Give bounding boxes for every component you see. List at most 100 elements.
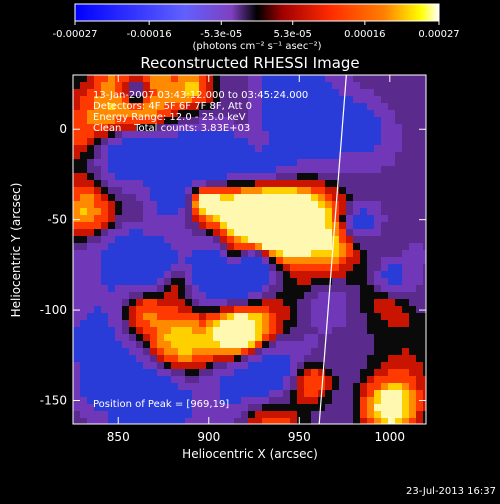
heatmap-cell <box>171 376 179 384</box>
heatmap-cell <box>87 117 95 125</box>
heatmap-cell <box>276 411 284 419</box>
heatmap-cell <box>248 96 256 104</box>
heatmap-cell <box>94 250 102 258</box>
heatmap-cell <box>241 264 249 272</box>
heatmap-cell <box>332 131 340 139</box>
heatmap-cell <box>290 187 298 195</box>
heatmap-cell <box>129 89 137 97</box>
heatmap-cell <box>143 418 151 424</box>
heatmap-cell <box>423 278 426 286</box>
heatmap-cell <box>94 159 102 167</box>
heatmap-cell <box>311 292 319 300</box>
heatmap-cell <box>150 355 158 363</box>
heatmap-cell <box>241 222 249 230</box>
heatmap-cell <box>388 131 396 139</box>
heatmap-cell <box>318 201 326 209</box>
heatmap-cell <box>402 292 410 300</box>
heatmap-cell <box>388 201 396 209</box>
heatmap-cell <box>192 369 200 377</box>
heatmap-cell <box>367 166 375 174</box>
heatmap-cell <box>283 75 291 83</box>
heatmap-cell <box>276 222 284 230</box>
heatmap-cell <box>150 194 158 202</box>
heatmap-cell <box>101 257 109 265</box>
heatmap-cell <box>94 89 102 97</box>
heatmap-cell <box>213 117 221 125</box>
heatmap-cell <box>311 103 319 111</box>
heatmap-cell <box>416 348 424 356</box>
heatmap-cell <box>304 404 312 412</box>
heatmap-cell <box>192 299 200 307</box>
heatmap-cell <box>262 411 270 419</box>
heatmap-cell <box>311 222 319 230</box>
heatmap-cell <box>164 89 172 97</box>
heatmap-cell <box>402 89 410 97</box>
heatmap-cell <box>255 243 263 251</box>
heatmap-cell <box>360 418 368 424</box>
heatmap-cell <box>388 369 396 377</box>
heatmap-cell <box>150 285 158 293</box>
heatmap-cell <box>325 404 333 412</box>
heatmap-cell <box>353 124 361 132</box>
heatmap-cell <box>73 89 81 97</box>
heatmap-cell <box>374 355 382 363</box>
heatmap-cell <box>234 250 242 258</box>
heatmap-cell <box>101 82 109 90</box>
heatmap-cell <box>192 376 200 384</box>
heatmap-cell <box>262 180 270 188</box>
heatmap-cell <box>192 89 200 97</box>
heatmap-cell <box>367 82 375 90</box>
heatmap-cell <box>297 131 305 139</box>
heatmap-cell <box>115 264 123 272</box>
heatmap-cell <box>374 411 382 419</box>
heatmap-cell <box>227 236 235 244</box>
heatmap-cell <box>178 362 186 370</box>
heatmap-cell <box>374 313 382 321</box>
heatmap-cell <box>87 355 95 363</box>
heatmap-cell <box>402 418 410 424</box>
heatmap-cell <box>185 334 193 342</box>
heatmap-cell <box>178 229 186 237</box>
heatmap-cell <box>360 82 368 90</box>
heatmap-cell <box>381 215 389 223</box>
heatmap-cell <box>374 348 382 356</box>
heatmap-cell <box>234 110 242 118</box>
heatmap-cell <box>94 404 102 412</box>
heatmap-cell <box>388 383 396 391</box>
heatmap-cell <box>255 376 263 384</box>
heatmap-cell <box>423 173 426 181</box>
heatmap-cell <box>94 236 102 244</box>
heatmap-cell <box>311 145 319 153</box>
heatmap-cell <box>213 96 221 104</box>
heatmap-cell <box>255 180 263 188</box>
heatmap-cell <box>416 89 424 97</box>
heatmap-cell <box>94 271 102 279</box>
heatmap-cell <box>73 271 81 279</box>
heatmap-cell <box>381 180 389 188</box>
heatmap-cell <box>178 89 186 97</box>
heatmap-cell <box>227 411 235 419</box>
heatmap-cell <box>143 285 151 293</box>
heatmap-cell <box>346 250 354 258</box>
heatmap-cell <box>276 208 284 216</box>
heatmap-cell <box>192 152 200 160</box>
heatmap-cell <box>192 264 200 272</box>
heatmap-cell <box>395 250 403 258</box>
heatmap-cell <box>409 138 417 146</box>
heatmap-cell <box>290 243 298 251</box>
heatmap-cell <box>171 138 179 146</box>
heatmap-cell <box>94 376 102 384</box>
heatmap-cell <box>164 257 172 265</box>
heatmap-cell <box>73 166 81 174</box>
heatmap-cell <box>227 89 235 97</box>
heatmap-cell <box>269 271 277 279</box>
heatmap-cell <box>325 75 333 83</box>
heatmap-cell <box>136 383 144 391</box>
heatmap-cell <box>269 152 277 160</box>
heatmap-cell <box>367 124 375 132</box>
heatmap-cell <box>101 89 109 97</box>
heatmap-cell <box>220 250 228 258</box>
heatmap-cell <box>101 75 109 83</box>
heatmap-cell <box>220 166 228 174</box>
heatmap-cell <box>241 278 249 286</box>
